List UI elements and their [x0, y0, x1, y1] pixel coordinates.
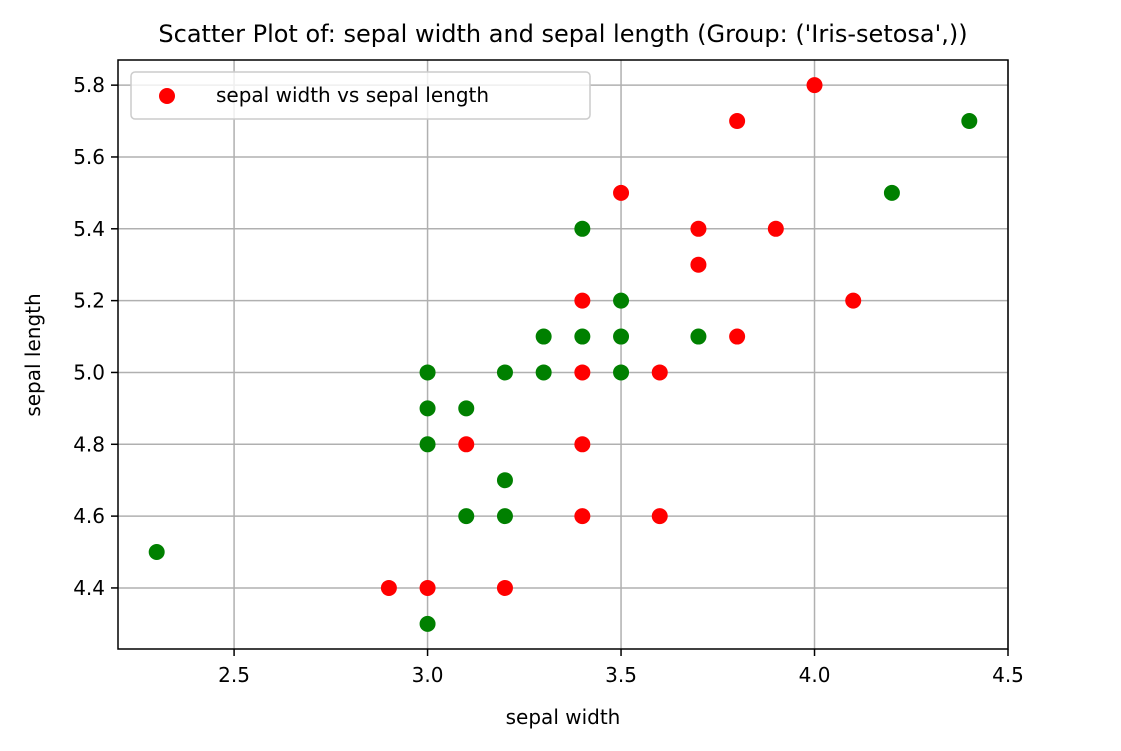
y-axis-label: sepal length: [21, 293, 45, 416]
scatter-point: [496, 508, 513, 525]
x-tick-label: 4.5: [992, 663, 1024, 687]
scatter-point: [574, 220, 591, 237]
x-tick-label: 3.0: [412, 663, 444, 687]
scatter-point: [380, 579, 397, 596]
y-tick-label: 5.2: [73, 289, 105, 313]
scatter-point: [419, 579, 436, 596]
scatter-point: [767, 220, 784, 237]
scatter-point: [729, 328, 746, 345]
scatter-point: [419, 400, 436, 417]
scatter-point: [458, 436, 475, 453]
data-points: [148, 77, 978, 632]
scatter-point: [458, 508, 475, 525]
legend: sepal width vs sepal length: [130, 71, 591, 120]
scatter-point: [574, 292, 591, 309]
scatter-point: [574, 364, 591, 381]
y-tick-label: 5.0: [73, 360, 105, 384]
scatter-point: [651, 508, 668, 525]
y-tick-label: 4.6: [73, 504, 105, 528]
y-tick-label: 4.4: [73, 576, 105, 600]
scatter-point: [613, 364, 630, 381]
x-tick-label: 4.0: [799, 663, 831, 687]
legend-label: sepal width vs sepal length: [216, 83, 489, 107]
plot-frame: [117, 59, 1009, 650]
x-axis-label: sepal width: [506, 705, 621, 729]
scatter-point: [613, 292, 630, 309]
scatter-point: [613, 328, 630, 345]
scatter-point: [419, 615, 436, 632]
scatter-point: [574, 508, 591, 525]
scatter-point: [613, 184, 630, 201]
x-tick-label: 2.5: [218, 663, 250, 687]
y-tick-label: 5.6: [73, 145, 105, 169]
scatter-point: [496, 364, 513, 381]
y-tick-label: 5.8: [73, 73, 105, 97]
x-tick-label: 3.5: [605, 663, 637, 687]
scatter-point: [148, 544, 165, 561]
scatter-point: [690, 328, 707, 345]
scatter-point: [961, 113, 978, 130]
y-tick-label: 5.4: [73, 217, 105, 241]
scatter-point: [690, 220, 707, 237]
scatter-point: [458, 400, 475, 417]
scatter-point: [729, 113, 746, 130]
legend-marker: [159, 88, 175, 104]
scatter-point: [419, 364, 436, 381]
chart-title: Scatter Plot of: sepal width and sepal l…: [158, 20, 967, 48]
scatter-point: [535, 364, 552, 381]
scatter-point: [535, 328, 552, 345]
axis-ticks: 2.5 3.0 3.5 4.0 4.5 4.4 4.6 4.8 5.0 5.2 5.4 5.6 5.8: [73, 73, 1024, 687]
scatter-point: [845, 292, 862, 309]
y-tick-label: 4.8: [73, 432, 105, 456]
scatter-point: [496, 579, 513, 596]
scatter-point: [419, 436, 436, 453]
scatter-point: [883, 184, 900, 201]
scatter-point: [574, 328, 591, 345]
scatter-point: [806, 77, 823, 94]
scatter-point: [496, 472, 513, 489]
scatter-point: [574, 436, 591, 453]
scatter-point: [651, 364, 668, 381]
legend-box: [130, 71, 591, 120]
scatter-point: [690, 256, 707, 273]
